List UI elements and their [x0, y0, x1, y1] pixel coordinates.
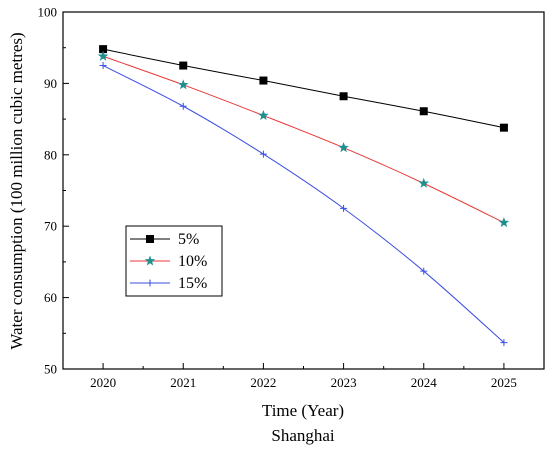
y-tick-label: 80: [44, 147, 57, 162]
x-tick-label: 2021: [170, 375, 196, 390]
data-point: [420, 267, 428, 275]
data-point: [418, 177, 429, 188]
y-tick-label: 90: [44, 76, 57, 91]
data-point: [97, 50, 109, 61]
legend-marker: [146, 235, 154, 243]
x-tick-label: 2024: [411, 375, 438, 390]
legend-label: 10%: [178, 253, 207, 270]
series-3: [99, 62, 508, 347]
x-tick-label: 2025: [491, 375, 517, 390]
series-1: [99, 45, 508, 132]
y-tick-label: 60: [44, 290, 57, 305]
data-point: [99, 62, 107, 70]
data-point: [258, 110, 269, 120]
chart-caption: Shanghai: [271, 426, 335, 445]
x-tick-label: 2023: [331, 375, 357, 390]
legend-item: 10%: [130, 253, 207, 270]
data-point: [259, 150, 267, 158]
legend-item: 5%: [130, 231, 199, 248]
data-point: [338, 142, 349, 153]
data-point: [498, 217, 510, 228]
data-point: [339, 92, 348, 101]
series-2: [97, 50, 510, 228]
series-line: [102, 48, 505, 129]
legend-item: 15%: [130, 275, 207, 292]
data-point: [419, 107, 428, 116]
x-tick-label: 2022: [250, 375, 276, 390]
y-axis-title: Water consumption (100 million cubic met…: [7, 32, 26, 349]
y-tick-label: 70: [44, 219, 57, 234]
legend-marker: [146, 279, 154, 287]
y-tick-label: 100: [38, 5, 58, 20]
plot-frame: [62, 11, 545, 370]
x-tick-label: 2020: [90, 375, 116, 390]
axes: 50 60 70 80 90 100 2020 2021 2022 2023 2024 2025: [38, 5, 545, 390]
data-point: [99, 45, 108, 54]
y-tick-label: 50: [44, 362, 57, 377]
data-point: [500, 339, 508, 347]
data-point: [178, 79, 189, 90]
series-line: [102, 55, 505, 224]
series-layer: [97, 45, 510, 347]
legend-label: 5%: [178, 231, 199, 248]
legend-label: 15%: [178, 275, 207, 292]
data-point: [179, 102, 187, 110]
data-point: [340, 204, 348, 212]
data-point: [259, 76, 268, 85]
x-axis-title: Time (Year): [262, 401, 344, 420]
data-point: [179, 61, 188, 70]
legend: 5% 10% 15%: [125, 225, 223, 297]
data-point: [499, 123, 508, 132]
legend-marker: [144, 255, 156, 266]
series-line: [102, 65, 505, 343]
